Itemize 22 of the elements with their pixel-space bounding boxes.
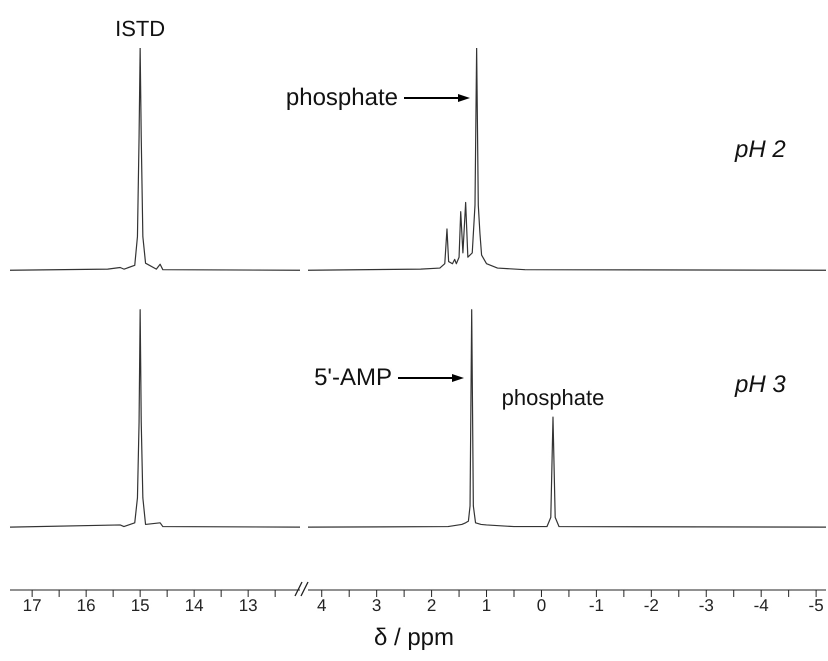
annotation: ISTD (115, 16, 166, 41)
annotation: pH 2 (735, 136, 786, 164)
x-tick-label: 1 (482, 596, 492, 616)
x-tick-label: 2 (426, 596, 436, 616)
x-tick-label: -3 (698, 596, 714, 616)
x-tick-label: 4 (317, 596, 326, 616)
annotation: pH 3 (735, 371, 786, 399)
annotation: 5'-AMP (314, 364, 392, 392)
x-tick-label: -5 (808, 596, 824, 616)
x-tick-label: 17 (22, 596, 42, 616)
x-tick-label: -4 (754, 596, 769, 616)
x-tick-label: 14 (184, 596, 204, 616)
x-axis-title: δ / ppm (372, 624, 456, 652)
x-tick-label: 13 (238, 596, 258, 616)
annotation: phosphate (502, 385, 604, 410)
x-tick-label: 15 (130, 596, 150, 616)
annotation: phosphate (286, 84, 398, 112)
x-tick-label: 0 (536, 596, 546, 616)
x-tick-label: 3 (372, 596, 382, 616)
x-tick-label: 16 (76, 596, 96, 616)
x-tick-label: -2 (644, 596, 659, 616)
x-tick-label: -1 (588, 596, 604, 616)
